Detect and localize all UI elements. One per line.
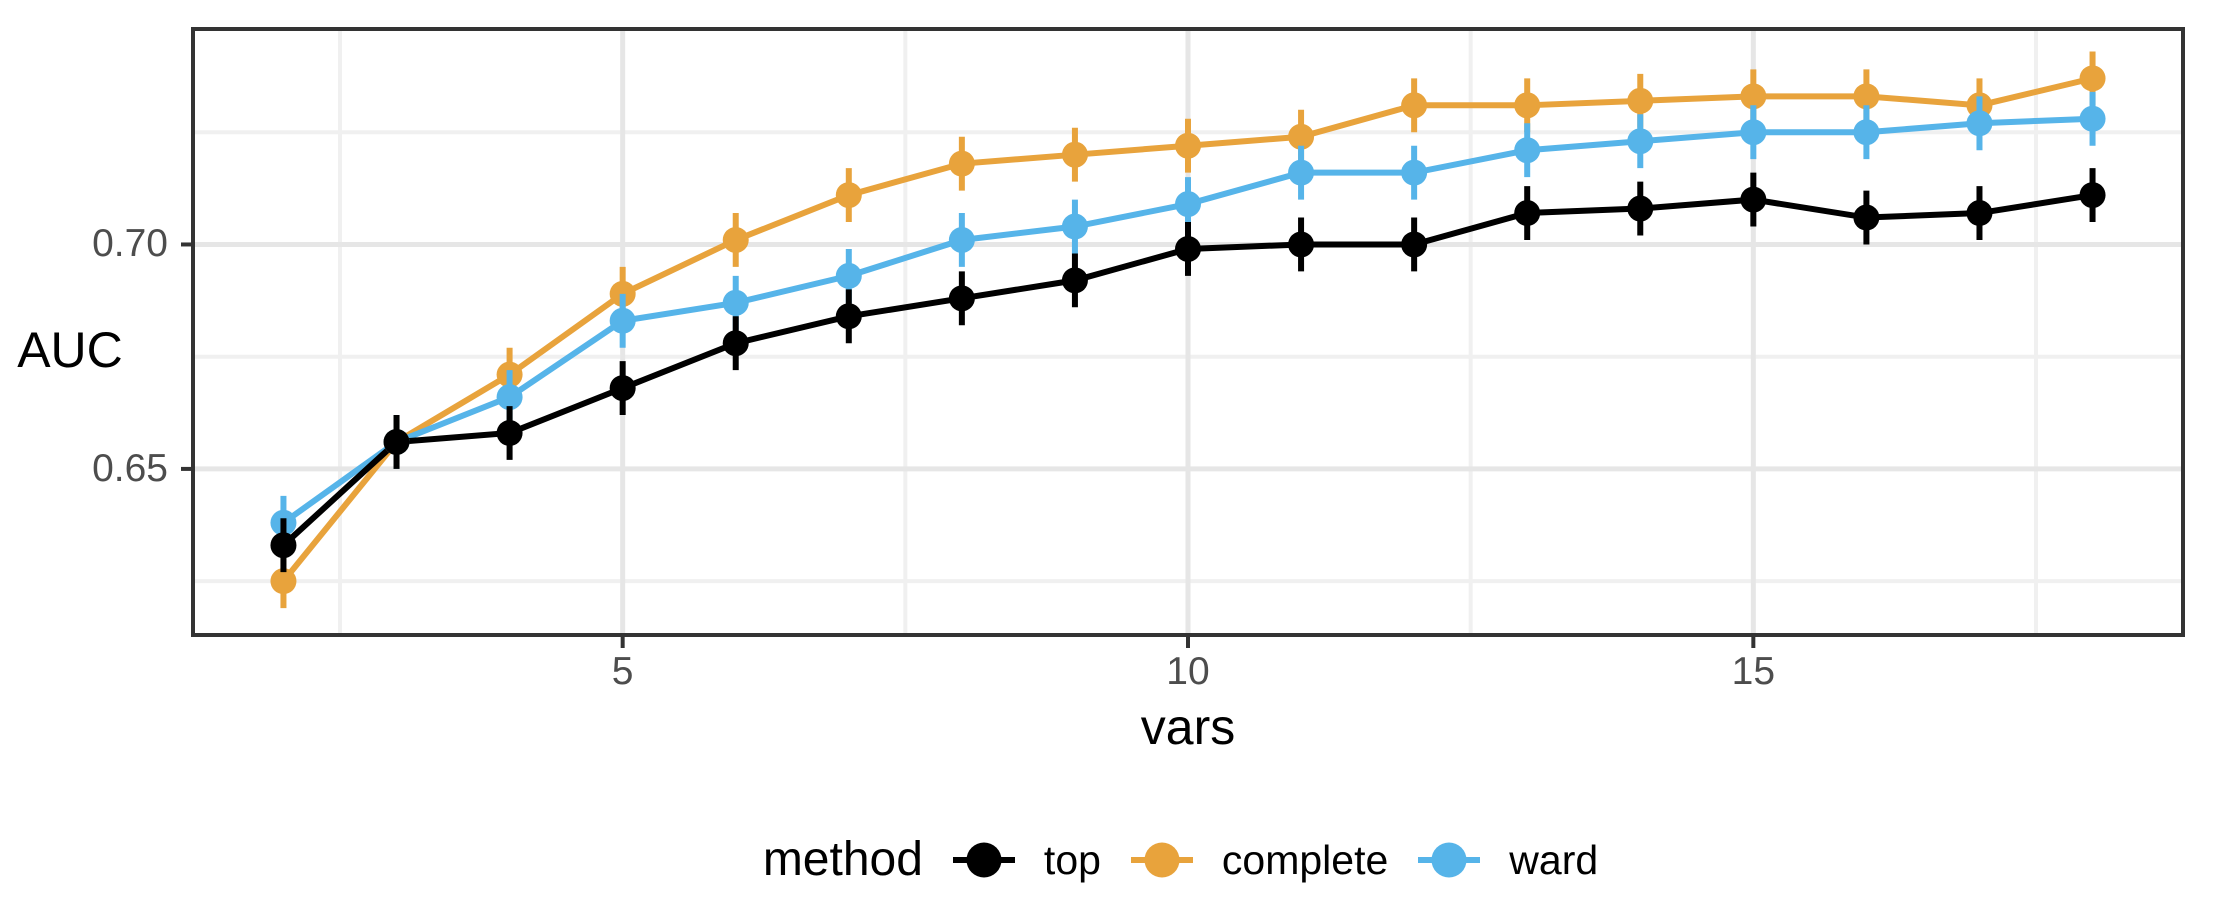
series-top-point xyxy=(496,420,523,446)
legend-item-top: top xyxy=(952,835,1101,885)
series-ward-point xyxy=(1627,128,1654,155)
legend-item-complete: complete xyxy=(1130,835,1389,885)
legend: method top complete ward xyxy=(74,834,2213,886)
legend-title: method xyxy=(762,833,923,886)
series-top-point xyxy=(383,428,410,455)
series-top-point xyxy=(722,330,749,357)
series-ward-point xyxy=(1514,137,1541,164)
series-ward-point xyxy=(1061,213,1088,240)
series-ward-point xyxy=(1401,159,1428,186)
series-ward-point xyxy=(1175,191,1201,218)
series-complete-point xyxy=(2079,65,2106,92)
series-complete-point xyxy=(1061,141,1088,168)
series-complete-point xyxy=(835,182,862,209)
series-top-point xyxy=(1627,195,1654,222)
x-axis-title: vars xyxy=(1140,699,1236,755)
series-complete-point xyxy=(1288,123,1315,150)
series-complete-point xyxy=(1401,92,1428,119)
series-top-point xyxy=(1514,200,1541,227)
series-top-point xyxy=(270,532,297,559)
series-ward-point xyxy=(1853,119,1880,146)
series-ward-point xyxy=(1966,110,1993,137)
y-axis-title: AUC xyxy=(17,322,123,378)
series-complete-point xyxy=(270,568,297,595)
legend-key-point-icon xyxy=(1418,842,1481,878)
x-tick-label: 10 xyxy=(1166,650,1210,693)
series-ward-point xyxy=(2079,105,2106,132)
series-complete-point xyxy=(1627,87,1654,114)
legend-item-ward: ward xyxy=(1418,835,1598,885)
series-complete-point xyxy=(1853,83,1880,110)
series-top-point xyxy=(1401,231,1428,258)
y-tick-label: 0.70 xyxy=(92,222,168,266)
series-complete-point xyxy=(948,150,975,177)
series-ward-point xyxy=(722,289,749,316)
legend-label: top xyxy=(1043,837,1101,883)
series-ward-point xyxy=(496,384,523,411)
series-top-point xyxy=(2079,182,2106,209)
series-ward-point xyxy=(609,307,636,334)
legend-label: ward xyxy=(1509,837,1599,883)
series-ward-point xyxy=(835,262,862,289)
series-ward-point xyxy=(1740,119,1767,146)
series-top-point xyxy=(1966,200,1993,227)
series-complete-point xyxy=(1514,92,1541,119)
x-tick-label: 15 xyxy=(1731,650,1776,693)
legend-key-point-icon xyxy=(952,842,1015,878)
y-tick-label: 0.65 xyxy=(92,446,168,490)
series-complete-point xyxy=(1175,132,1201,159)
series-top-point xyxy=(948,285,975,312)
series-top-point xyxy=(609,375,636,402)
legend-label: complete xyxy=(1221,837,1389,883)
series-ward-point xyxy=(948,226,975,253)
series-top-point xyxy=(1740,186,1767,213)
series-top-point xyxy=(1175,235,1201,262)
series-top-point xyxy=(1061,267,1088,294)
legend-key-point-icon xyxy=(1130,842,1193,878)
series-complete-point xyxy=(1740,83,1767,110)
series-top-point xyxy=(1853,204,1880,231)
x-tick-label: 5 xyxy=(611,650,634,693)
series-top-point xyxy=(835,303,862,330)
series-top-point xyxy=(1288,231,1315,258)
series-ward-point xyxy=(1288,159,1315,186)
series-complete-point xyxy=(722,226,749,253)
